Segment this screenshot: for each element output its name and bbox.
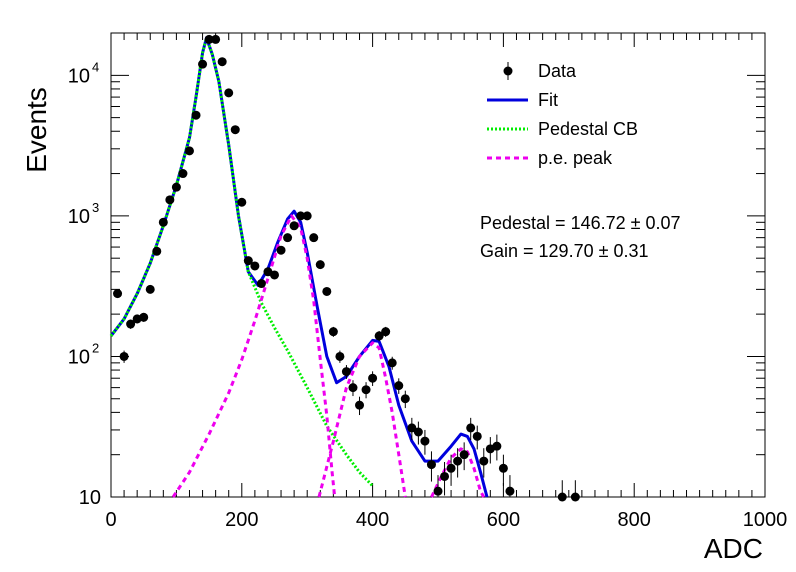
data-point bbox=[139, 312, 149, 322]
data-point bbox=[158, 217, 168, 227]
data-point bbox=[119, 351, 129, 361]
data-point bbox=[217, 57, 227, 67]
data-point bbox=[472, 431, 482, 441]
data-point bbox=[256, 279, 266, 289]
x-tick-label: 1000 bbox=[743, 509, 788, 531]
data-point bbox=[459, 450, 469, 460]
data-point bbox=[178, 169, 188, 179]
data-point bbox=[361, 385, 371, 395]
data-point bbox=[420, 436, 430, 446]
data-point bbox=[440, 471, 450, 481]
data-point bbox=[126, 319, 136, 329]
data-point bbox=[165, 195, 175, 205]
data-points bbox=[113, 34, 580, 502]
data-point bbox=[453, 456, 463, 466]
data-point bbox=[322, 286, 332, 296]
series-line bbox=[109, 36, 374, 487]
data-point bbox=[407, 423, 417, 433]
data-point bbox=[374, 331, 384, 341]
data-point bbox=[211, 34, 221, 44]
data-point bbox=[498, 463, 508, 473]
y-tick-exponent: 4 bbox=[92, 59, 99, 74]
data-point bbox=[446, 463, 456, 473]
data-point bbox=[270, 270, 279, 280]
data-point bbox=[198, 59, 208, 69]
y-axis-title: Events bbox=[21, 87, 52, 173]
x-tick-label: 800 bbox=[618, 509, 651, 531]
y-tick-label: 10 bbox=[79, 487, 101, 509]
data-point bbox=[302, 211, 312, 221]
y-tick-exponent: 3 bbox=[92, 200, 99, 215]
data-point bbox=[237, 197, 247, 207]
series-line bbox=[109, 36, 489, 498]
y-tick-label: 10 bbox=[68, 346, 90, 368]
legend-label: p.e. peak bbox=[538, 148, 613, 168]
data-point bbox=[250, 261, 260, 271]
data-point bbox=[171, 182, 181, 192]
legend-label: Fit bbox=[538, 90, 558, 110]
data-point bbox=[505, 486, 515, 496]
x-tick-label: 600 bbox=[487, 509, 520, 531]
x-tick-label: 400 bbox=[356, 509, 389, 531]
data-point bbox=[381, 327, 391, 337]
x-tick-label: 0 bbox=[105, 509, 116, 531]
data-point bbox=[113, 289, 123, 299]
data-point bbox=[341, 367, 351, 377]
data-point bbox=[557, 492, 567, 502]
series-line bbox=[171, 214, 337, 498]
data-point bbox=[335, 351, 345, 361]
data-point bbox=[184, 146, 194, 156]
fit-curves bbox=[109, 36, 489, 498]
data-point bbox=[296, 211, 306, 221]
data-point bbox=[152, 246, 162, 256]
plot-frame bbox=[110, 32, 766, 498]
y-tick-exponent: 2 bbox=[92, 340, 99, 355]
x-tick-label: 200 bbox=[225, 509, 258, 531]
pedestal-annotation: Pedestal = 146.72 ± 0.07 bbox=[480, 213, 681, 233]
data-point bbox=[276, 245, 286, 255]
data-point bbox=[309, 233, 319, 243]
data-point bbox=[289, 221, 299, 231]
gain-annotation: Gain = 129.70 ± 0.31 bbox=[480, 241, 649, 261]
data-point bbox=[230, 125, 240, 135]
data-point bbox=[433, 486, 443, 496]
data-point bbox=[570, 492, 580, 502]
data-point bbox=[315, 260, 325, 270]
data-point bbox=[400, 394, 410, 404]
y-tick-label: 10 bbox=[68, 206, 90, 228]
data-point bbox=[394, 381, 404, 391]
series-line bbox=[317, 341, 407, 498]
data-point bbox=[328, 327, 338, 337]
data-point bbox=[191, 110, 201, 120]
x-axis-title: ADC bbox=[704, 533, 763, 564]
data-point bbox=[426, 460, 436, 470]
data-point bbox=[243, 256, 253, 266]
data-point bbox=[348, 383, 358, 393]
data-point bbox=[145, 284, 155, 294]
data-point bbox=[413, 427, 423, 437]
data-point bbox=[479, 456, 489, 466]
series-line bbox=[430, 447, 486, 498]
data-point bbox=[355, 400, 365, 410]
y-tick-label: 10 bbox=[68, 65, 90, 87]
data-point bbox=[204, 34, 214, 44]
data-point bbox=[492, 441, 502, 451]
legend-label: Data bbox=[538, 61, 577, 81]
data-point bbox=[368, 373, 378, 383]
data-point bbox=[387, 358, 397, 368]
legend: Data Fit Pedestal CB p.e. peak bbox=[487, 61, 638, 168]
data-point bbox=[224, 88, 234, 98]
data-point bbox=[283, 233, 293, 243]
data-point bbox=[466, 423, 476, 433]
axis-ticks bbox=[110, 32, 766, 498]
legend-label: Pedestal CB bbox=[538, 119, 638, 139]
